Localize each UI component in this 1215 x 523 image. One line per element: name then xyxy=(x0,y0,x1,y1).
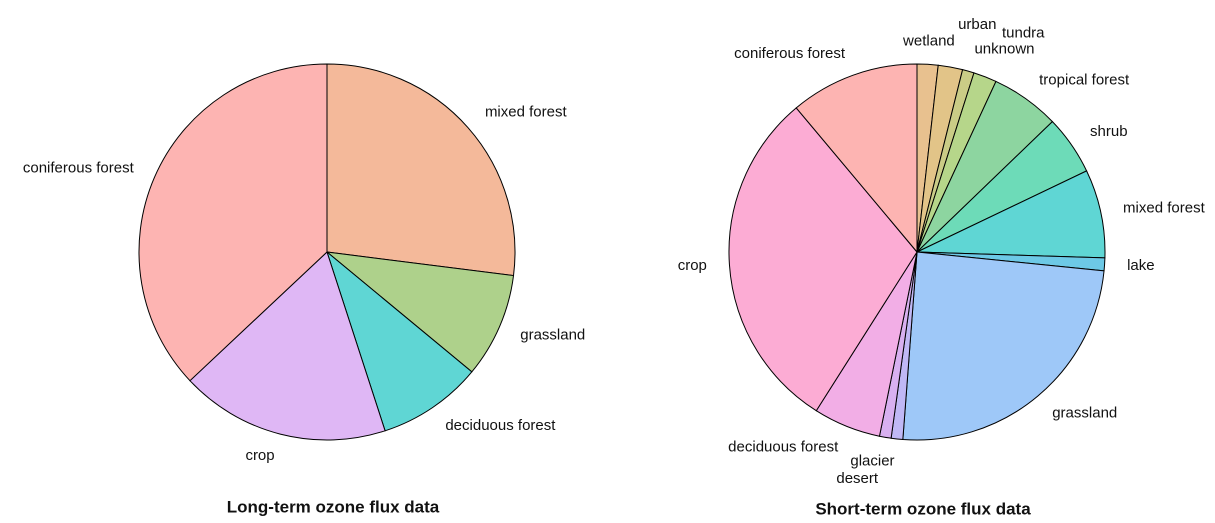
slice-label: deciduous forest xyxy=(728,438,839,455)
slice-label: mixed forest xyxy=(485,104,568,121)
pie-slice xyxy=(326,63,516,277)
slice-label: tundra xyxy=(1002,24,1045,41)
slice-label: crop xyxy=(678,257,707,274)
slice-label: mixed forest xyxy=(1123,200,1206,217)
pie-slice xyxy=(902,251,1105,441)
slice-label: wetland xyxy=(902,33,955,50)
pie-slice xyxy=(728,107,918,412)
slice-label: coniferous forest xyxy=(23,159,135,176)
pie-slice xyxy=(795,63,918,254)
slice-label: shrub xyxy=(1090,123,1128,140)
chart-title: Short-term ozone flux data xyxy=(815,499,1031,518)
slice-label: lake xyxy=(1127,257,1155,274)
chart-title: Long-term ozone flux data xyxy=(227,497,440,516)
slice-label: coniferous forest xyxy=(734,45,846,62)
slice-label: grassland xyxy=(1052,404,1117,421)
slice-label: unknown xyxy=(974,40,1034,57)
slice-label: urban xyxy=(958,16,996,33)
slice-label: deciduous forest xyxy=(445,417,556,434)
slice-label: crop xyxy=(245,447,274,464)
slice-label: tropical forest xyxy=(1039,71,1130,88)
pie-slice xyxy=(325,251,515,373)
slice-label: desert xyxy=(836,470,879,487)
pie-slice xyxy=(325,250,473,432)
slice-label: grassland xyxy=(520,327,585,344)
slice-label: glacier xyxy=(850,452,894,469)
pie-slice xyxy=(189,251,386,441)
pie-slice xyxy=(138,63,328,382)
